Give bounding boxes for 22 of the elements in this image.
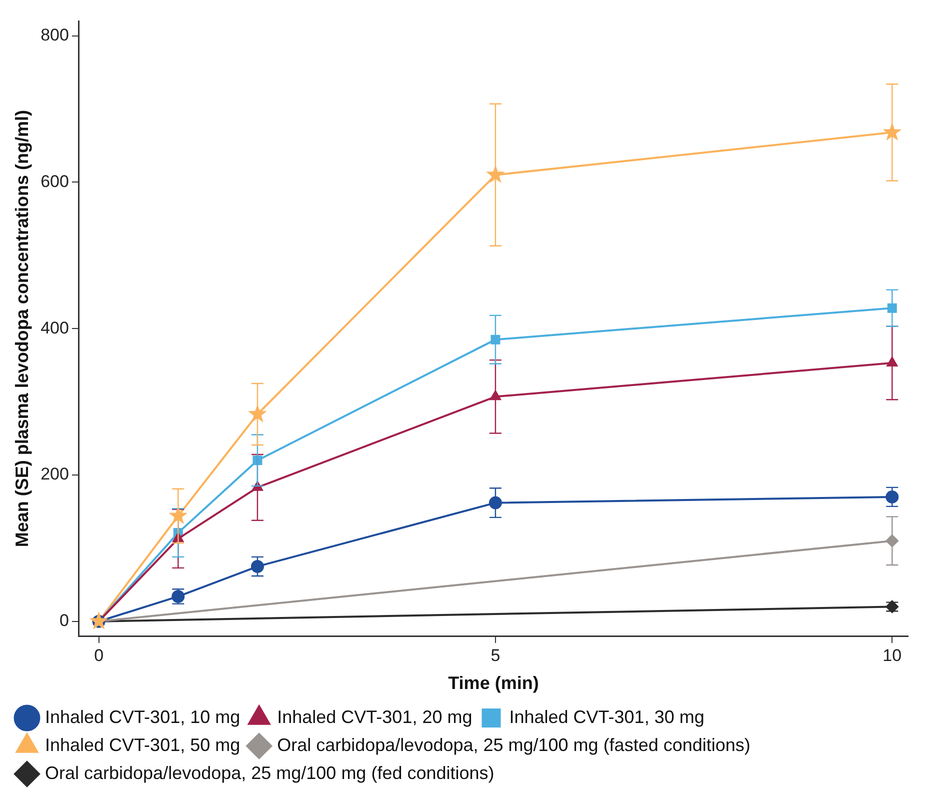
x-axis-title: Time (min): [448, 673, 539, 694]
point: [488, 496, 502, 510]
legend-label: Inhaled CVT-301, 20 mg: [277, 706, 472, 727]
legend-label: Inhaled CVT-301, 50 mg: [45, 734, 240, 755]
point: [89, 611, 108, 630]
y-tick-label: 400: [40, 318, 69, 338]
y-tick-label: 800: [40, 26, 69, 45]
legend-label: Inhaled CVT-301, 30 mg: [509, 706, 704, 727]
legend-label: Inhaled CVT-301, 10 mg: [45, 706, 240, 727]
point: [887, 303, 897, 313]
x-tick-label: 5: [490, 646, 500, 665]
y-tick-label: 600: [40, 172, 69, 191]
x-tick-label: 0: [94, 646, 104, 665]
legend-label: Oral carbidopa/levodopa, 25 mg/100 mg (fed conditions): [45, 762, 494, 783]
y-tick-label: 200: [40, 464, 69, 484]
x-tick-label: 10: [882, 646, 902, 665]
y-tick-label: 0: [59, 611, 69, 630]
point: [486, 164, 505, 183]
legend-label: Oral carbidopa/levodopa, 25 mg/100 mg (fasted conditions): [277, 734, 750, 755]
point: [252, 456, 262, 466]
point: [490, 334, 500, 344]
y-axis-title: Mean (SE) plasma levodopa concentrations (ng/ml): [12, 110, 32, 548]
